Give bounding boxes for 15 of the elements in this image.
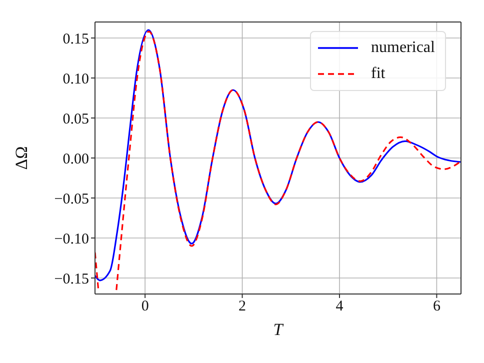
legend-label: fit [371, 64, 386, 84]
x-tick-label: 6 [432, 298, 441, 315]
y-tick-label: 0.10 [62, 71, 89, 88]
x-tick-label: 2 [238, 298, 246, 315]
y-axis-title: ΔΩ [12, 146, 31, 170]
y-tick-label: −0.10 [54, 231, 89, 248]
x-axis-title: T [273, 320, 284, 339]
y-tick-label: 0.15 [62, 31, 89, 48]
y-tick-label: −0.15 [54, 271, 89, 288]
x-tick-label: 0 [141, 298, 149, 315]
x-tick-label: 4 [336, 298, 344, 315]
legend-label: numerical [371, 38, 435, 58]
y-tick-label: 0.05 [62, 111, 89, 128]
y-tick-label: 0.00 [62, 151, 89, 168]
y-tick-label: −0.05 [54, 191, 89, 208]
